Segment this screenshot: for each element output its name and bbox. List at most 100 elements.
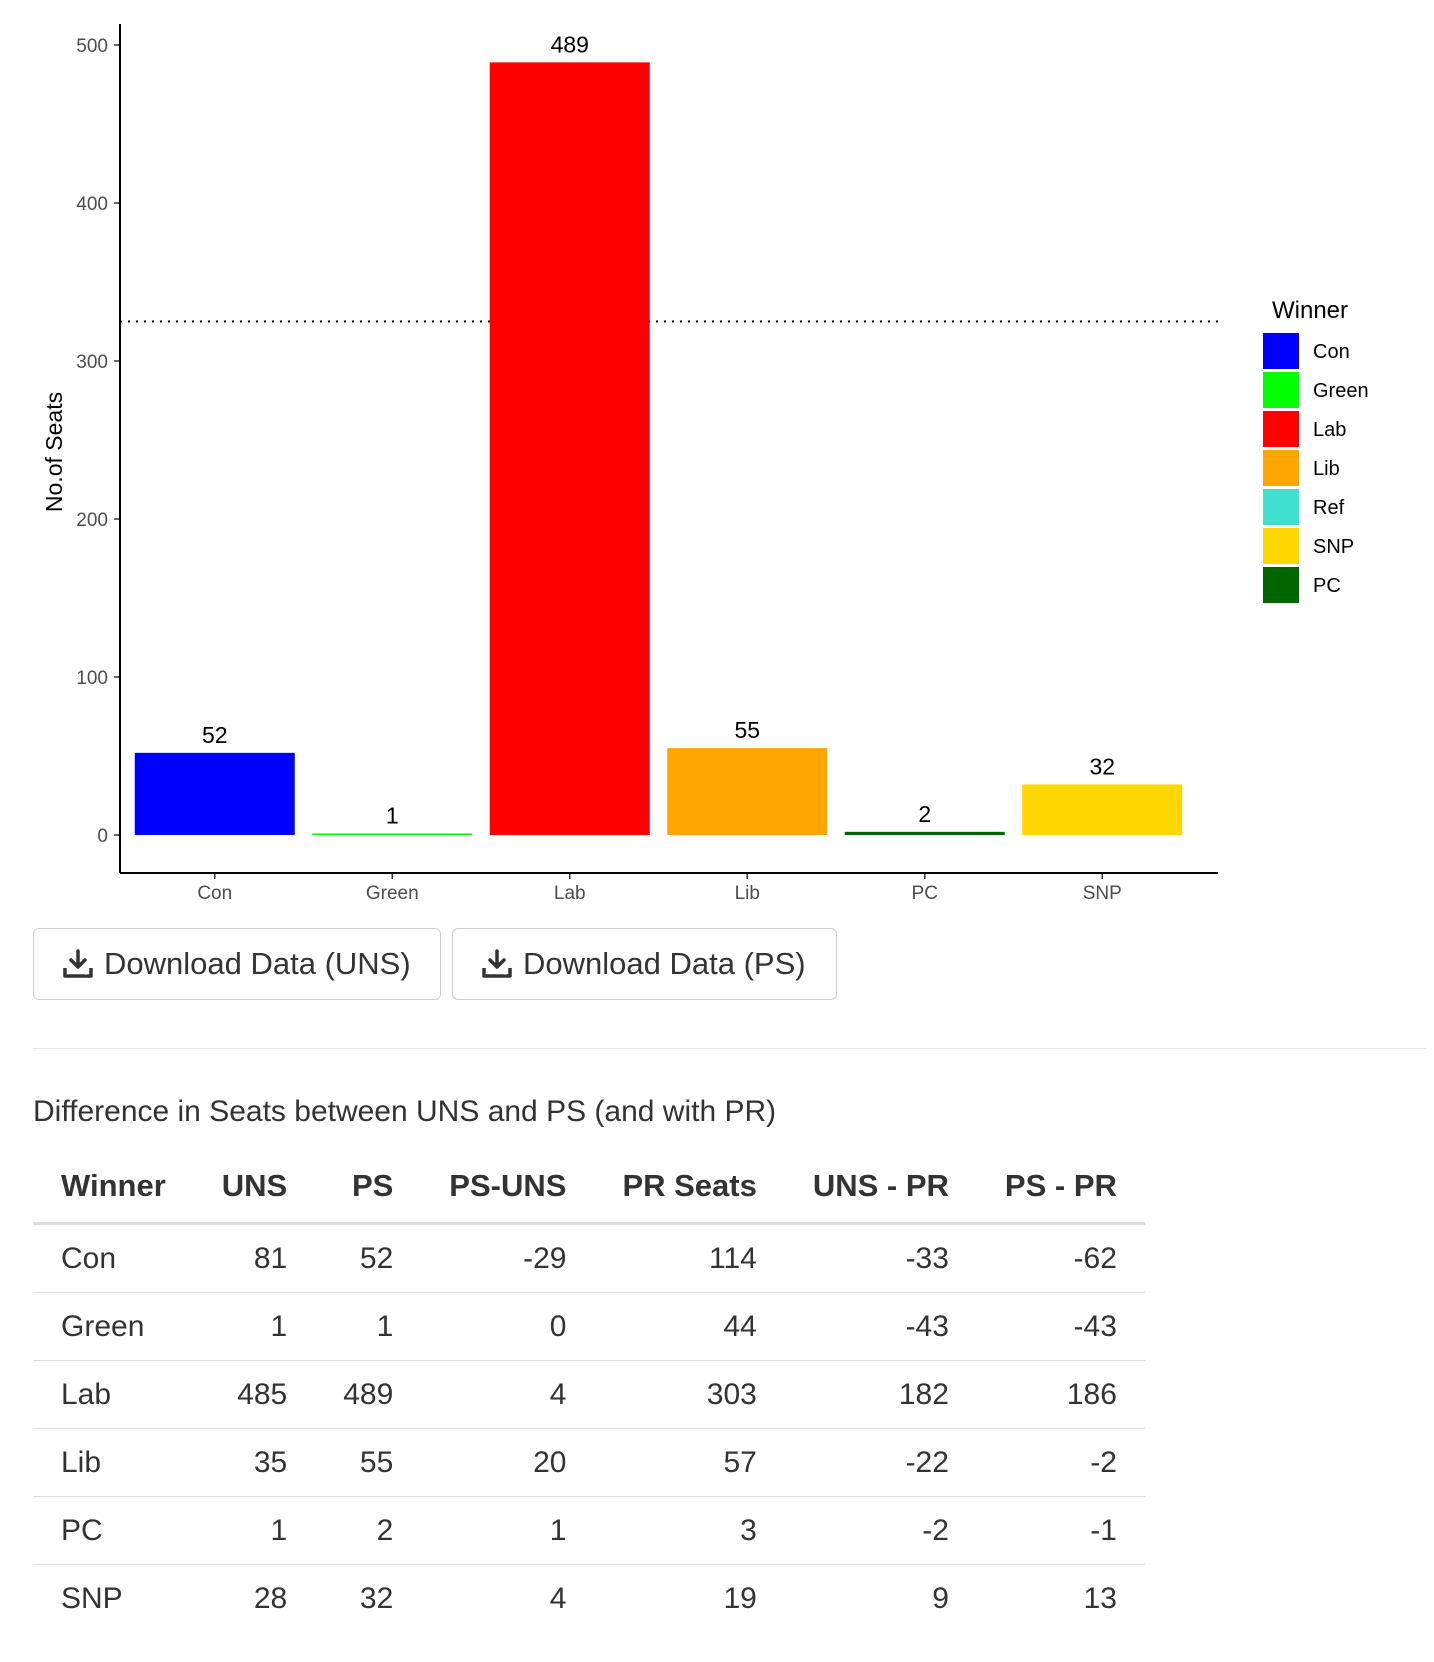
download-ps-label: Download Data (PS) (523, 946, 806, 981)
table-header-row: Winner UNS PS PS-UNS PR Seats UNS - PR P… (33, 1150, 1145, 1225)
cell-ps-uns: 0 (421, 1292, 595, 1361)
header-ps: PS (315, 1150, 422, 1225)
legend-key-con (1263, 333, 1299, 369)
legend-label-lab: Lab (1313, 419, 1346, 441)
cell-pr-seats: 57 (594, 1428, 785, 1497)
cell-uns-pr: 9 (932, 1581, 949, 1615)
cell-uns-pr: -33 (784, 1223, 977, 1293)
cell-ps-uns: 20 (421, 1428, 595, 1497)
legend-label-green: Green (1313, 380, 1369, 402)
cell-pr-seats: 114 (594, 1223, 785, 1293)
cell-ps-uns: -29 (421, 1223, 595, 1293)
cell-pr-seats: 303 (594, 1360, 785, 1429)
cell-winner: Con (33, 1223, 194, 1293)
header-pr-seats: PR Seats (594, 1150, 785, 1225)
data-label-pc: 2 (918, 801, 931, 827)
cell-winner: PC (33, 1496, 194, 1565)
cell-pr-seats: 3 (594, 1496, 785, 1565)
cell-uns: 81 (193, 1223, 316, 1293)
cell-uns: 1 (193, 1292, 316, 1361)
legend-key-ref (1263, 489, 1299, 525)
header-ps-uns: PS-UNS (421, 1150, 595, 1225)
cell-ps-uns: 1 (421, 1496, 595, 1565)
cell-ps: 489 (315, 1360, 422, 1429)
cell-uns: 485 (193, 1360, 316, 1429)
cell-uns-pr: 182 (784, 1360, 977, 1429)
cell-ps: 1 (315, 1292, 422, 1361)
table-title: Difference in Seats between UNS and PS (… (33, 1095, 777, 1128)
y-tick-label: 200 (76, 510, 108, 531)
x-tick-label-green: Green (366, 883, 419, 900)
cell-ps-pr: -62 (976, 1223, 1145, 1293)
table-row: SNP 28 32 4 19 9 13 (33, 1565, 1145, 1633)
bar-lib (667, 748, 828, 835)
download-icon (63, 949, 93, 978)
y-tick-label: 500 (76, 36, 108, 57)
cell-ps-uns: 4 (421, 1360, 595, 1429)
table-row: Con 81 52 -29 114 -33 -62 (33, 1223, 1145, 1293)
x-tick-label-pc: PC (912, 883, 938, 900)
header-uns: UNS (193, 1150, 316, 1225)
bar-green (312, 833, 473, 835)
data-label-green: 1 (386, 802, 399, 828)
header-winner: Winner (33, 1150, 194, 1225)
cell-uns: 35 (193, 1428, 316, 1497)
x-tick-label-snp: SNP (1083, 883, 1122, 900)
legend-title: Winner (1272, 297, 1348, 324)
legend-key-green (1263, 372, 1299, 408)
legend-label-snp: SNP (1313, 536, 1354, 558)
cell-ps-pr: -1 (976, 1496, 1145, 1565)
legend-label-con: Con (1313, 341, 1350, 363)
cell-ps-pr: -43 (976, 1292, 1145, 1361)
data-label-lib: 55 (734, 717, 760, 743)
cell-winner: Lab (33, 1360, 194, 1429)
table-row: Lab 485 489 4 303 182 186 (33, 1360, 1145, 1429)
legend-key-pc (1263, 567, 1299, 603)
cell-ps: 52 (315, 1223, 422, 1293)
header-ps-pr: PS - PR (976, 1150, 1145, 1225)
download-uns-button[interactable]: Download Data (UNS) (33, 928, 441, 1000)
legend-label-pc: PC (1313, 575, 1341, 597)
cell-ps: 2 (315, 1496, 422, 1565)
y-tick-label: 100 (76, 668, 108, 689)
y-tick-label: 0 (97, 826, 108, 847)
bar-pc (844, 831, 1005, 835)
data-label-lab: 489 (551, 31, 589, 57)
seat-difference-table: Winner UNS PS PS-UNS PR Seats UNS - PR P… (33, 1150, 1145, 1632)
cell-ps: 55 (315, 1428, 422, 1497)
x-tick-label-con: Con (197, 883, 232, 900)
y-axis-title: No.of Seats (41, 392, 67, 512)
download-icon (482, 949, 512, 978)
cell-ps-pr: -2 (976, 1428, 1145, 1497)
cell-pr-seats: 44 (594, 1292, 785, 1361)
table-row: Lib 35 55 20 57 -22 -2 (33, 1428, 1145, 1497)
cell-uns-pr: -2 (784, 1496, 977, 1565)
bar-lab (489, 62, 650, 835)
y-tick-label: 300 (76, 352, 108, 373)
legend-key-snp (1263, 528, 1299, 564)
table-row: PC 1 2 1 3 -2 -1 (33, 1496, 1145, 1565)
download-uns-label: Download Data (UNS) (104, 946, 411, 981)
cell-winner: Green (33, 1292, 194, 1361)
legend-label-lib: Lib (1313, 458, 1340, 480)
x-tick-label-lib: Lib (735, 883, 760, 900)
cell-uns-pr: -22 (784, 1428, 977, 1497)
table-row: Green 1 1 0 44 -43 -43 (33, 1292, 1145, 1361)
cell-winner: SNP (61, 1581, 123, 1615)
data-label-snp: 32 (1089, 753, 1115, 779)
legend-key-lib (1263, 450, 1299, 486)
header-uns-pr: UNS - PR (784, 1150, 977, 1225)
cell-ps-pr: 13 (1083, 1581, 1117, 1615)
seats-bar-chart: 52 Con 1 Green 489 Lab 55 Lib 2 PC 32 SNP 0 100 200 300… (41, 24, 1369, 900)
cell-winner: Lib (33, 1428, 194, 1497)
bar-con (134, 752, 295, 835)
download-ps-button[interactable]: Download Data (PS) (452, 928, 837, 1000)
cell-ps: 32 (359, 1581, 394, 1615)
data-label-con: 52 (202, 722, 228, 748)
legend-key-lab (1263, 411, 1299, 447)
section-divider (33, 1048, 1426, 1049)
cell-ps-uns: 4 (549, 1581, 567, 1615)
x-tick-label-lab: Lab (554, 883, 586, 900)
cell-uns: 1 (193, 1496, 316, 1565)
bar-snp (1022, 784, 1183, 835)
